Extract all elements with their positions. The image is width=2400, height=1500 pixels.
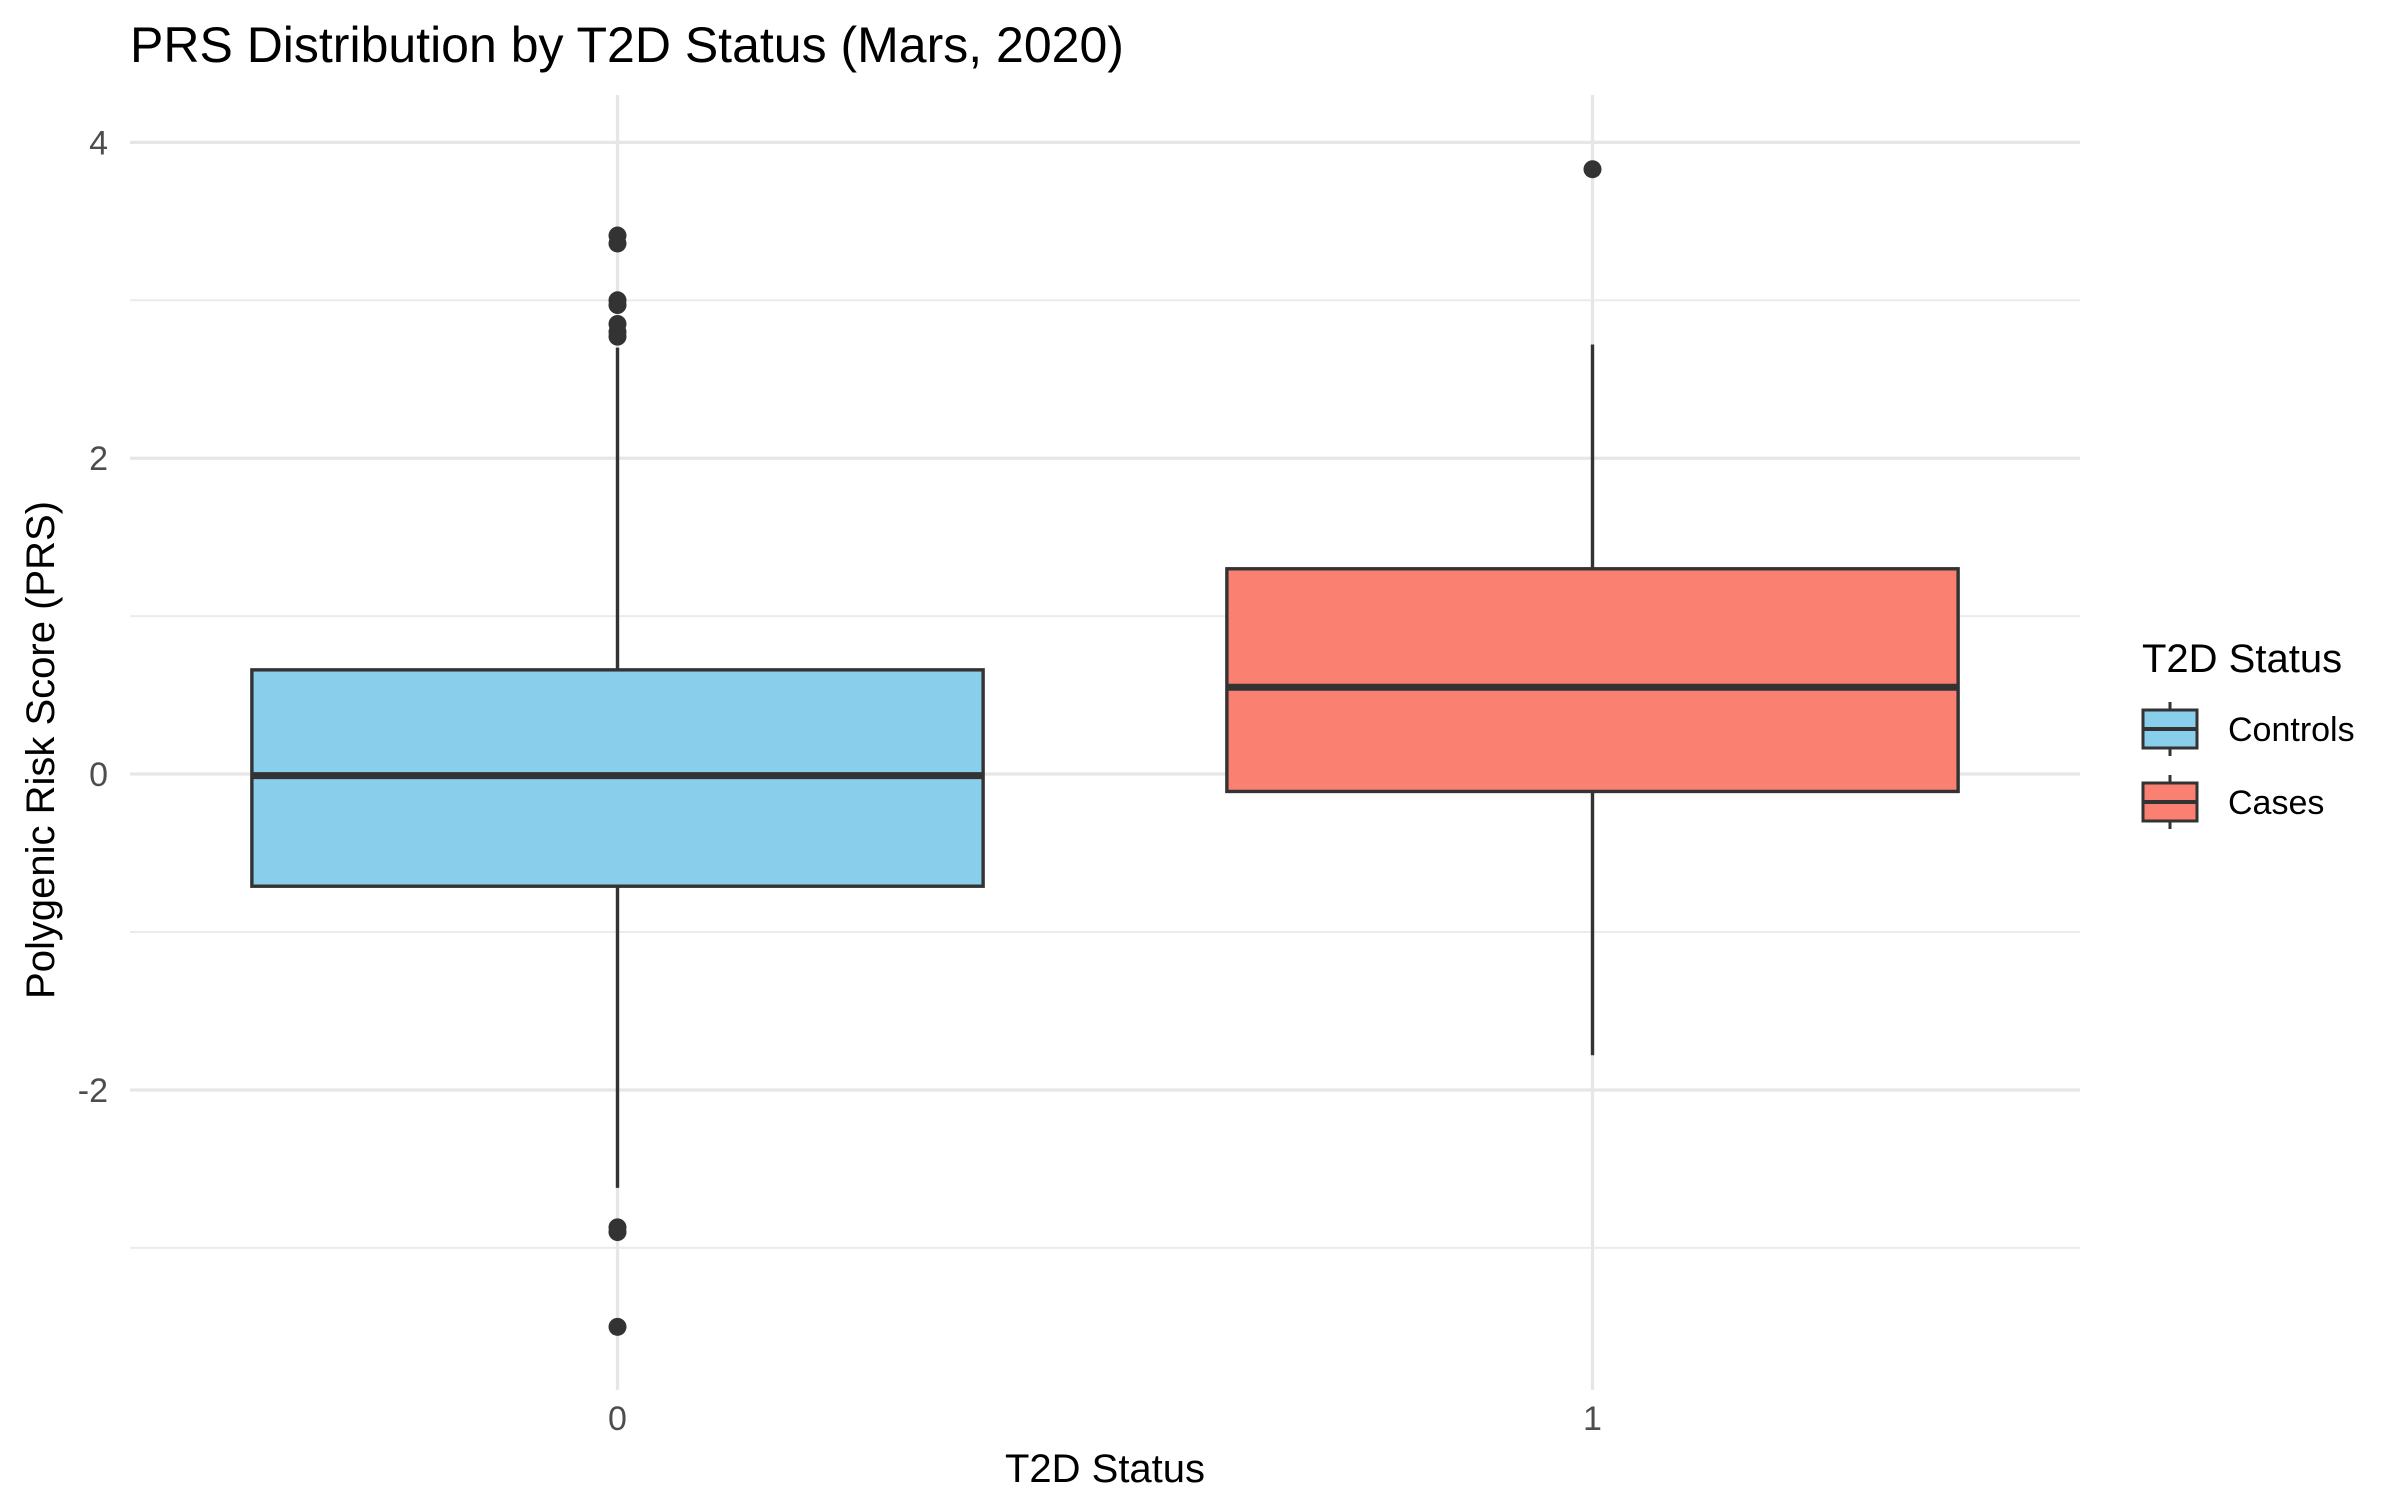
outlier-point — [1583, 160, 1602, 179]
y-tick-label: -2 — [78, 1072, 108, 1110]
x-axis-title: T2D Status — [1005, 1447, 1205, 1491]
x-tick-label: 0 — [608, 1400, 627, 1438]
legend: T2D Status Controls Cases — [2141, 637, 2355, 829]
y-tick-label: 2 — [89, 440, 108, 478]
legend-items: Controls Cases — [2141, 702, 2355, 829]
outlier-point — [608, 296, 627, 315]
outlier-point — [608, 327, 627, 346]
outlier-point — [608, 1223, 627, 1242]
chart-title: PRS Distribution by T2D Status (Mars, 20… — [130, 17, 1124, 73]
legend-item: Cases — [2141, 775, 2324, 829]
legend-title: T2D Status — [2142, 637, 2342, 681]
legend-label: Cases — [2228, 784, 2324, 822]
y-tick-label: 0 — [89, 756, 108, 794]
y-axis-title: Polygenic Risk Score (PRS) — [19, 501, 63, 999]
axis-ticks: -2 0 2 4 0 1 — [78, 124, 1602, 1438]
box-iqr — [1225, 567, 1960, 794]
boxes — [250, 160, 1960, 1336]
outlier-point — [608, 234, 627, 253]
y-tick-label: 4 — [89, 124, 108, 162]
outlier-point — [608, 1317, 627, 1336]
legend-label: Controls — [2228, 711, 2355, 749]
legend-item: Controls — [2141, 702, 2355, 756]
x-tick-label: 1 — [1583, 1400, 1602, 1438]
